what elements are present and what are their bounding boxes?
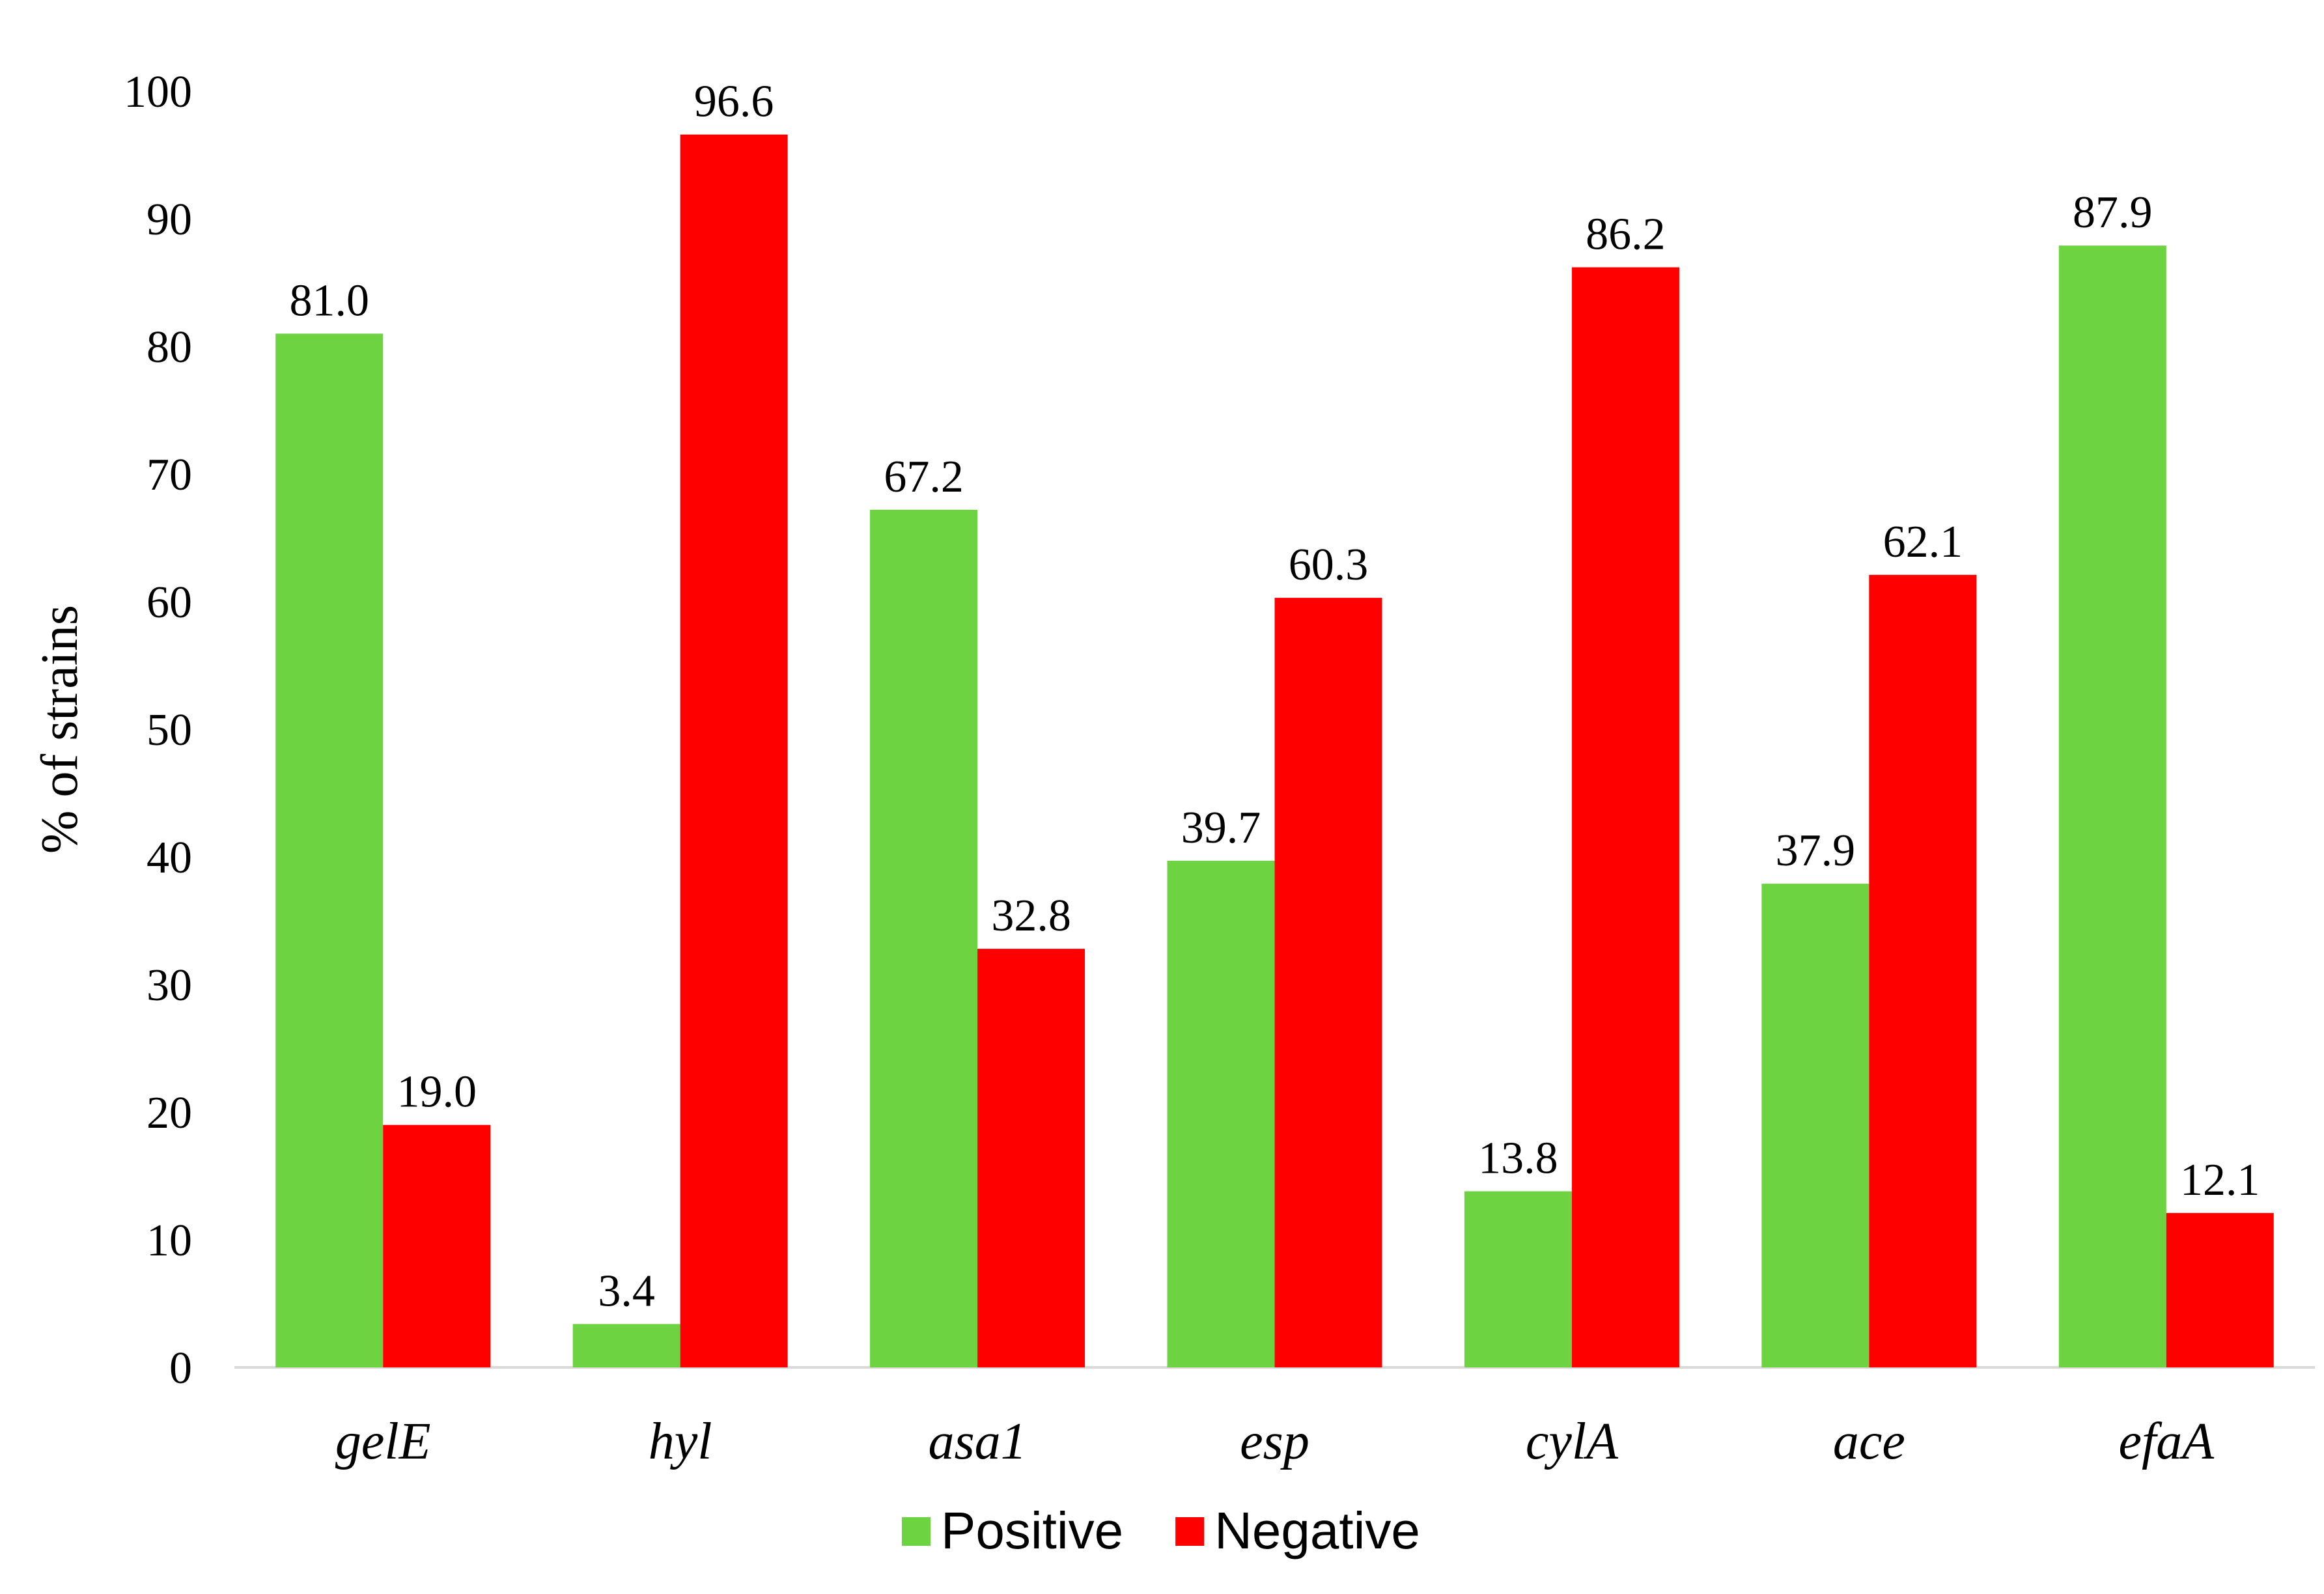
data-label-positive-hyl: 3.4	[598, 1266, 655, 1316]
bar-positive-gelE	[275, 333, 384, 1367]
x-category-gelE: gelE	[335, 1413, 431, 1470]
data-label-positive-esp: 39.7	[1181, 803, 1261, 853]
x-category-ace: ace	[1833, 1413, 1905, 1470]
y-tick-label-100: 100	[124, 67, 192, 117]
y-tick-label-30: 30	[147, 960, 192, 1011]
bar-positive-ace	[1761, 884, 1869, 1367]
x-category-asa1: asa1	[929, 1413, 1027, 1470]
bar-positive-cylA	[1464, 1191, 1572, 1367]
data-label-negative-esp: 60.3	[1289, 540, 1369, 590]
data-label-negative-gelE: 19.0	[397, 1067, 477, 1117]
data-label-positive-gelE: 81.0	[289, 275, 369, 326]
legend-label-positive: Positive	[941, 1502, 1123, 1559]
data-label-negative-asa1: 32.8	[991, 891, 1071, 941]
y-axis-title: % of strains	[31, 605, 89, 854]
data-label-negative-hyl: 96.6	[694, 77, 774, 127]
bar-negative-ace	[1869, 574, 1977, 1367]
y-tick-label-40: 40	[147, 833, 192, 883]
bar-negative-hyl	[680, 134, 788, 1367]
y-tick-label-20: 20	[147, 1088, 192, 1138]
legend-swatch-positive	[902, 1517, 931, 1546]
data-label-negative-ace: 62.1	[1883, 517, 1963, 567]
bar-negative-gelE	[383, 1125, 491, 1367]
data-label-negative-cylA: 86.2	[1586, 209, 1666, 259]
bar-positive-efaA	[2058, 245, 2166, 1367]
bar-negative-asa1	[977, 949, 1085, 1367]
y-tick-label-60: 60	[147, 578, 192, 628]
y-tick-label-10: 10	[147, 1216, 192, 1266]
bar-positive-esp	[1167, 860, 1275, 1367]
data-label-positive-efaA: 87.9	[2073, 188, 2153, 238]
y-axis-ticks: 0 10 20 30 40 50 60 70 80 90 100	[124, 67, 192, 1393]
data-labels: 81.0 19.0 3.4 96.6 67.2 32.8 39.7 60.3 13.8 86.2 3…	[289, 77, 2260, 1317]
legend-swatch-negative	[1175, 1517, 1205, 1546]
bars	[275, 134, 2274, 1368]
y-tick-label-70: 70	[147, 450, 192, 500]
y-tick-label-80: 80	[147, 322, 192, 372]
bar-negative-esp	[1274, 598, 1382, 1367]
bar-positive-asa1	[870, 509, 978, 1367]
x-category-esp: esp	[1240, 1413, 1309, 1470]
x-axis-categories: gelE hyl asa1 esp cylA ace efaA	[335, 1413, 2215, 1470]
data-label-positive-cylA: 13.8	[1478, 1134, 1558, 1184]
bar-negative-efaA	[2166, 1212, 2274, 1367]
x-category-hyl: hyl	[649, 1413, 712, 1470]
legend-label-negative: Negative	[1214, 1502, 1420, 1559]
y-tick-label-0: 0	[169, 1343, 192, 1393]
y-tick-label-90: 90	[147, 195, 192, 245]
legend: Positive Negative	[902, 1502, 1420, 1559]
bar-positive-hyl	[572, 1324, 680, 1367]
bar-negative-cylA	[1571, 267, 1679, 1368]
data-label-positive-asa1: 67.2	[884, 452, 964, 502]
x-category-cylA: cylA	[1526, 1413, 1619, 1470]
data-label-negative-efaA: 12.1	[2180, 1155, 2260, 1205]
x-category-efaA: efaA	[2118, 1413, 2215, 1470]
data-label-positive-ace: 37.9	[1776, 826, 1856, 876]
y-tick-label-50: 50	[147, 705, 192, 755]
